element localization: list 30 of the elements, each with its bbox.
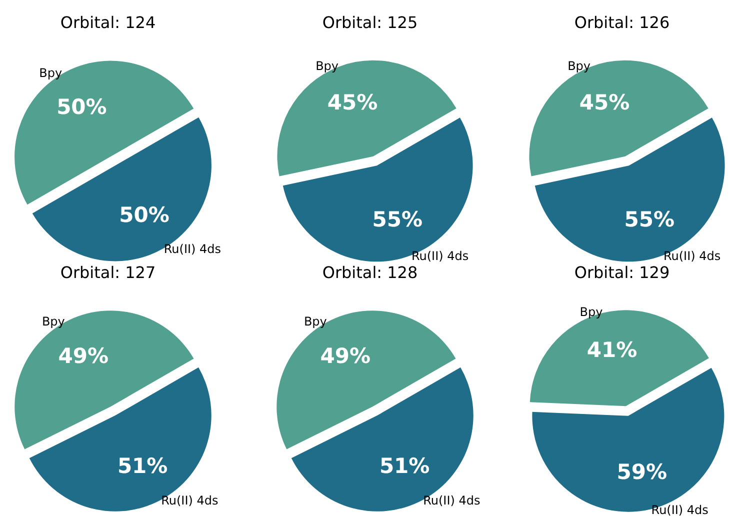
data-label: 55% [624,207,675,232]
data-label: 51% [117,454,168,478]
data-label: 55% [372,207,423,232]
slice-label: Ru(II) 4ds [161,494,218,508]
data-label: 59% [616,460,668,484]
slice-label: Bpy [580,305,603,320]
chart-title: Orbital: 125 [321,12,419,34]
chart-title: Orbital: 126 [573,12,671,34]
data-label: 45% [327,90,378,115]
slice-label: Bpy [42,314,65,328]
data-label: 50% [119,203,170,228]
slice-label: Ru(II) 4ds [411,249,469,263]
slice-label: Ru(II) 4ds [651,502,708,517]
slice-label: Bpy [316,59,339,73]
data-label: 49% [320,344,371,368]
data-label: 45% [579,90,630,115]
slice-label: Ru(II) 4ds [164,242,222,256]
data-label: 51% [379,454,430,478]
chart-title: Orbital: 124 [59,12,157,34]
slice-label: Ru(II) 4ds [663,249,721,263]
chart-title: Orbital: 129 [573,262,671,284]
slice-label: Bpy [568,59,591,73]
data-label: 50% [56,94,107,119]
chart-title: Orbital: 128 [321,262,419,284]
slice-label: Bpy [304,314,327,328]
data-label: 41% [586,338,638,362]
slice-label: Bpy [39,66,62,80]
data-label: 49% [58,344,109,368]
chart-title: Orbital: 127 [59,262,157,284]
slice-label: Ru(II) 4ds [423,494,480,508]
